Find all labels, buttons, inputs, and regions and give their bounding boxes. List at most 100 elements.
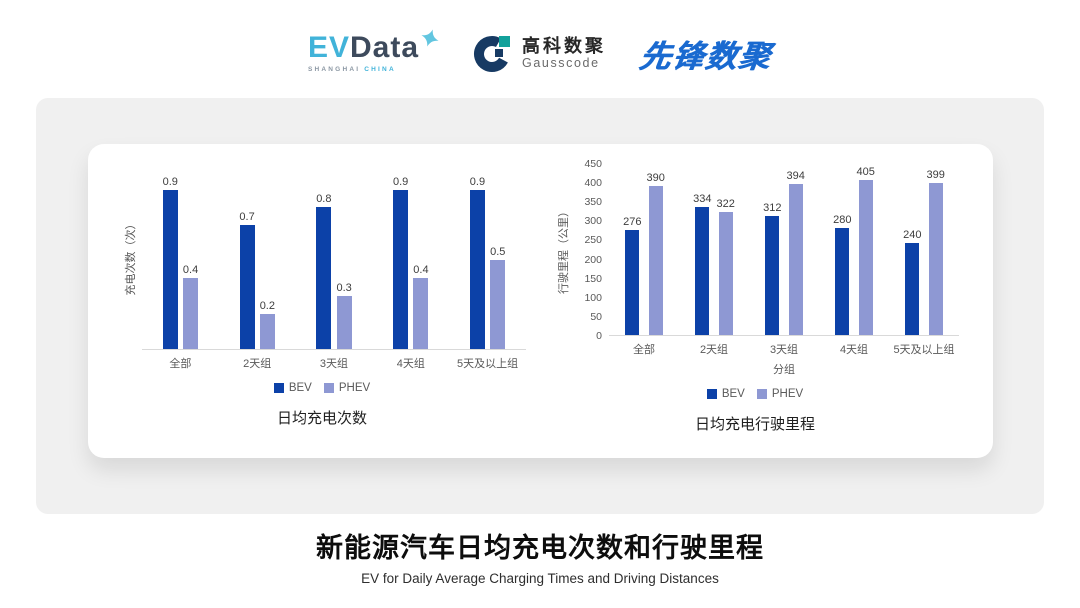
phev-bar-wrap: 0.5 (490, 246, 505, 349)
phev-bar (413, 278, 429, 349)
page-subtitle: EV for Daily Average Charging Times and … (361, 571, 719, 586)
y-tick-label: 0 (596, 330, 602, 342)
gausscode-en-text: Gausscode (522, 56, 600, 71)
phev-bar-wrap: 0.2 (260, 300, 275, 349)
logo-row: EV Data SHANGHAI CHINA 高科数聚 Gausscode (0, 0, 1080, 84)
evdata-data-text: Data (350, 31, 420, 64)
phev-bar (858, 180, 873, 335)
evdata-ev-text: EV (307, 31, 350, 64)
gausscode-logo: 高科数聚 Gausscode (473, 33, 606, 73)
chart-card: 充电次数（次） 0.9 0.4 0.7 0.2 0.8 0.3 0.9 0.4 0.9 0.5 全… (88, 144, 993, 458)
legend-label: PHEV (771, 388, 804, 400)
chart-title: 日均充电行驶里程 (694, 416, 815, 433)
y-tick-label: 100 (584, 291, 602, 304)
bar-group: 0.9 0.5 (449, 176, 526, 349)
bar-value-label: 312 (763, 201, 782, 214)
pinwheel-star-icon (421, 29, 439, 47)
bev-bar-wrap: 0.9 (470, 176, 485, 349)
bar-group: 280 405 (819, 166, 889, 335)
bev-bar-wrap: 280 (833, 214, 852, 335)
y-tick-label: 300 (584, 215, 602, 228)
bar-value-label: 322 (716, 197, 735, 210)
gausscode-g-icon (474, 36, 511, 72)
bar-value-label: 0.2 (259, 299, 275, 312)
bev-bar (835, 228, 850, 335)
bar-value-label: 280 (833, 214, 852, 226)
x-category-label: 4天组 (839, 344, 869, 356)
bev-bar-wrap: 312 (763, 201, 782, 335)
legend-label: PHEV (338, 382, 371, 394)
evdata-wordmark: EV Data (307, 29, 439, 64)
x-category-label: 全部 (169, 358, 192, 370)
gausscode-text-block: 高科数聚 Gausscode (522, 36, 606, 71)
y-tick-label: 400 (584, 177, 602, 190)
phev-bar-wrap: 405 (857, 166, 875, 335)
xianfeng-logo: 先锋数聚 (637, 31, 775, 76)
bar-value-label: 0.4 (413, 264, 429, 277)
legend-item-bev: BEV (706, 388, 745, 400)
page: EV Data SHANGHAI CHINA 高科数聚 Gausscode (0, 0, 1080, 586)
bar-group: 276 390 (609, 172, 679, 335)
phev-swatch-icon (756, 389, 767, 399)
y-axis-label: 行驶里程（公里） (551, 164, 575, 336)
bev-bar-wrap: 334 (693, 193, 712, 335)
plot-row: 行驶里程（公里） 450 400 350 300 250 200 150 100 50 0 276… (551, 158, 959, 342)
bar-value-label: 240 (903, 229, 922, 242)
bar-group: 312 394 (749, 170, 819, 335)
bev-bar (625, 229, 640, 335)
y-axis-label: 充电次数（次） (118, 164, 142, 350)
legend-item-phev: PHEV (323, 382, 371, 394)
x-category-label: 4天组 (396, 358, 425, 370)
phev-bar (259, 313, 275, 349)
phev-bar (183, 278, 199, 349)
y-tick-label: 450 (584, 158, 602, 170)
bar-value-label: 0.4 (182, 264, 199, 277)
bar-value-label: 0.9 (469, 175, 486, 188)
bev-bar-wrap: 0.9 (163, 176, 178, 349)
bev-bar (393, 189, 409, 349)
bev-bar-wrap: 276 (623, 216, 642, 335)
chart-daily-charging-times: 充电次数（次） 0.9 0.4 0.7 0.2 0.8 0.3 0.9 0.4 0.9 0.5 全… (118, 164, 526, 458)
y-axis-label-text: 行驶里程（公里） (558, 206, 570, 294)
bev-bar (695, 207, 710, 335)
x-axis-categories: 全部 2天组 3天组 4天组 5天及以上组 (142, 355, 526, 371)
evdata-shanghai-text: SHANGHAI (307, 66, 361, 73)
bev-bar-wrap: 0.7 (239, 211, 255, 349)
bar-group: 0.8 0.3 (296, 193, 373, 349)
footer: 新能源汽车日均充电次数和行驶里程 EV for Daily Average Ch… (0, 526, 1080, 586)
bev-bar (905, 243, 920, 335)
x-category-label: 3天组 (769, 344, 799, 356)
x-category-label: 5天及以上组 (457, 358, 519, 370)
bev-bar-wrap: 0.9 (393, 176, 408, 349)
chart-daily-driving-distance: 行驶里程（公里） 450 400 350 300 250 200 150 100 50 0 276… (551, 158, 959, 458)
legend-label: BEV (288, 382, 312, 394)
bar-group: 0.9 0.4 (372, 176, 449, 349)
y-tick-label: 200 (584, 253, 602, 266)
legend-label: BEV (721, 388, 745, 400)
y-tick-label: 250 (584, 234, 602, 247)
phev-bar (336, 295, 352, 349)
bar-value-label: 0.5 (490, 246, 506, 259)
bev-bar-wrap: 240 (903, 229, 922, 335)
plot-area: 276 390 334 322 312 394 280 405 240 399 (609, 164, 959, 336)
bev-bar (765, 215, 780, 335)
phev-swatch-icon (323, 383, 334, 393)
bar-group: 334 322 (679, 193, 749, 335)
plot-area: 0.9 0.4 0.7 0.2 0.8 0.3 0.9 0.4 0.9 0.5 (142, 164, 526, 350)
y-axis-ticks: 450 400 350 300 250 200 150 100 50 0 (575, 158, 609, 342)
bar-value-label: 390 (646, 171, 665, 184)
phev-bar (718, 211, 733, 335)
chart-panel: 充电次数（次） 0.9 0.4 0.7 0.2 0.8 0.3 0.9 0.4 0.9 0.5 全… (36, 98, 1044, 514)
x-category-label: 2天组 (243, 358, 272, 370)
page-title: 新能源汽车日均充电次数和行驶里程 (316, 533, 764, 563)
bev-bar (469, 189, 485, 349)
y-tick-label: 350 (584, 196, 602, 209)
evdata-logo: EV Data SHANGHAI CHINA (307, 29, 439, 73)
legend-item-bev: BEV (273, 382, 312, 394)
bar-value-label: 0.7 (239, 211, 255, 223)
bev-bar (316, 207, 332, 349)
y-axis-label-text: 充电次数（次） (125, 218, 137, 296)
xianfeng-text: 先锋数聚 (637, 38, 775, 74)
phev-bar (490, 260, 506, 349)
phev-bar-wrap: 0.4 (413, 264, 429, 349)
